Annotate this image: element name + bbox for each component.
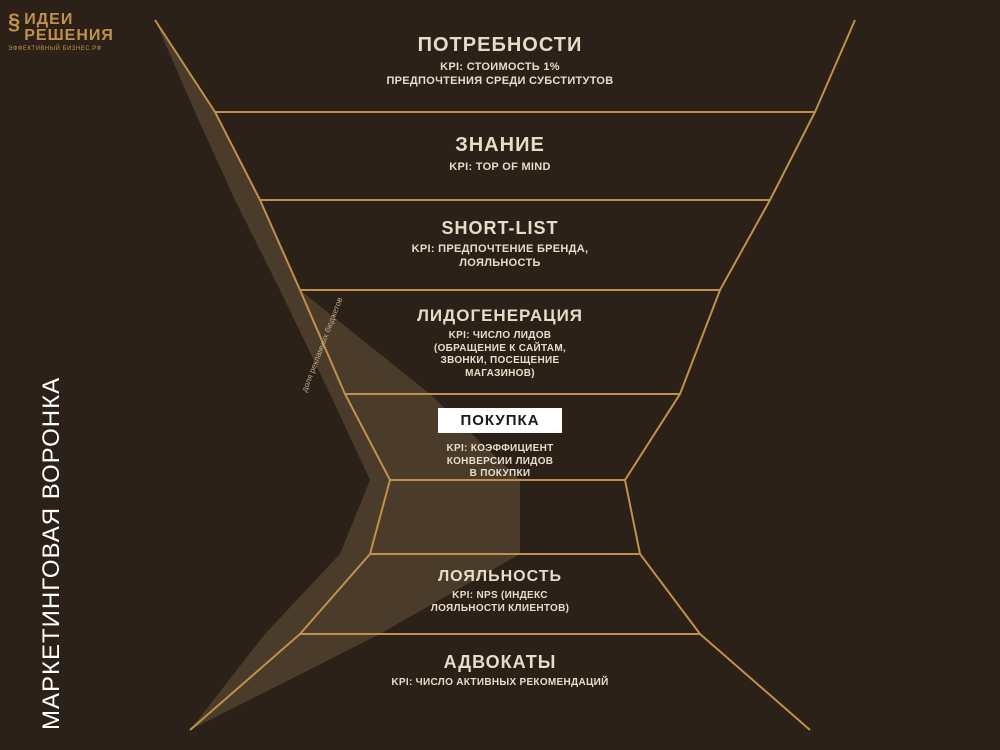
stage-kpi: KPI: ЧИСЛО АКТИВНЫХ РЕКОМЕНДАЦИЙ [200, 677, 800, 690]
stage-kpi: KPI: ЧИСЛО ЛИДОВ (ОБРАЩЕНИЕ К САЙТАМ, ЗВ… [200, 330, 800, 380]
funnel-stage: ПОТРЕБНОСТИ KPI: СТОИМОСТЬ 1% ПРЕДПОЧТЕНИ… [200, 34, 800, 89]
slide-canvas: § ИДЕИ РЕШЕНИЯ ЭФФЕКТИВНЫЙ БИЗНЕС.РФ МАР… [0, 0, 1000, 750]
funnel-stage: SHORT-LIST KPI: ПРЕДПОЧТЕНИЕ БРЕНДА, ЛОЯЛ… [200, 218, 800, 271]
funnel-stage: ЛИДОГЕНЕРАЦИЯ KPI: ЧИСЛО ЛИДОВ (ОБРАЩЕНИЕ… [200, 306, 800, 380]
stage-title: ПОКУПКА [200, 408, 800, 433]
funnel-stage: ЛОЯЛЬНОСТЬ KPI: NPS (ИНДЕКС ЛОЯЛЬНОСТИ КЛ… [200, 568, 800, 615]
funnel-stage: АДВОКАТЫ KPI: ЧИСЛО АКТИВНЫХ РЕКОМЕНДАЦИЙ [200, 652, 800, 690]
stage-title: ЛОЯЛЬНОСТЬ [200, 568, 800, 586]
stage-kpi: KPI: КОЭФФИЦИЕНТ КОНВЕРСИИ ЛИДОВ В ПОКУП… [200, 443, 800, 481]
stage-kpi: KPI: ПРЕДПОЧТЕНИЕ БРЕНДА, ЛОЯЛЬНОСТЬ [200, 243, 800, 271]
stage-kpi: KPI: NPS (ИНДЕКС ЛОЯЛЬНОСТИ КЛИЕНТОВ) [200, 590, 800, 615]
funnel-stage: ЗНАНИЕ KPI: TOP OF MIND [200, 134, 800, 175]
stage-title: ПОТРЕБНОСТИ [200, 34, 800, 57]
stage-kpi: KPI: СТОИМОСТЬ 1% ПРЕДПОЧТЕНИЯ СРЕДИ СУБ… [200, 61, 800, 89]
stage-kpi: KPI: TOP OF MIND [200, 161, 800, 175]
stage-title: ЛИДОГЕНЕРАЦИЯ [200, 306, 800, 326]
stage-title: SHORT-LIST [200, 218, 800, 239]
stage-title: ЗНАНИЕ [200, 134, 800, 157]
funnel-stage: ПОКУПКА KPI: КОЭФФИЦИЕНТ КОНВЕРСИИ ЛИДОВ … [200, 408, 800, 481]
highlight-pill: ПОКУПКА [438, 408, 561, 433]
stage-title: АДВОКАТЫ [200, 652, 800, 673]
